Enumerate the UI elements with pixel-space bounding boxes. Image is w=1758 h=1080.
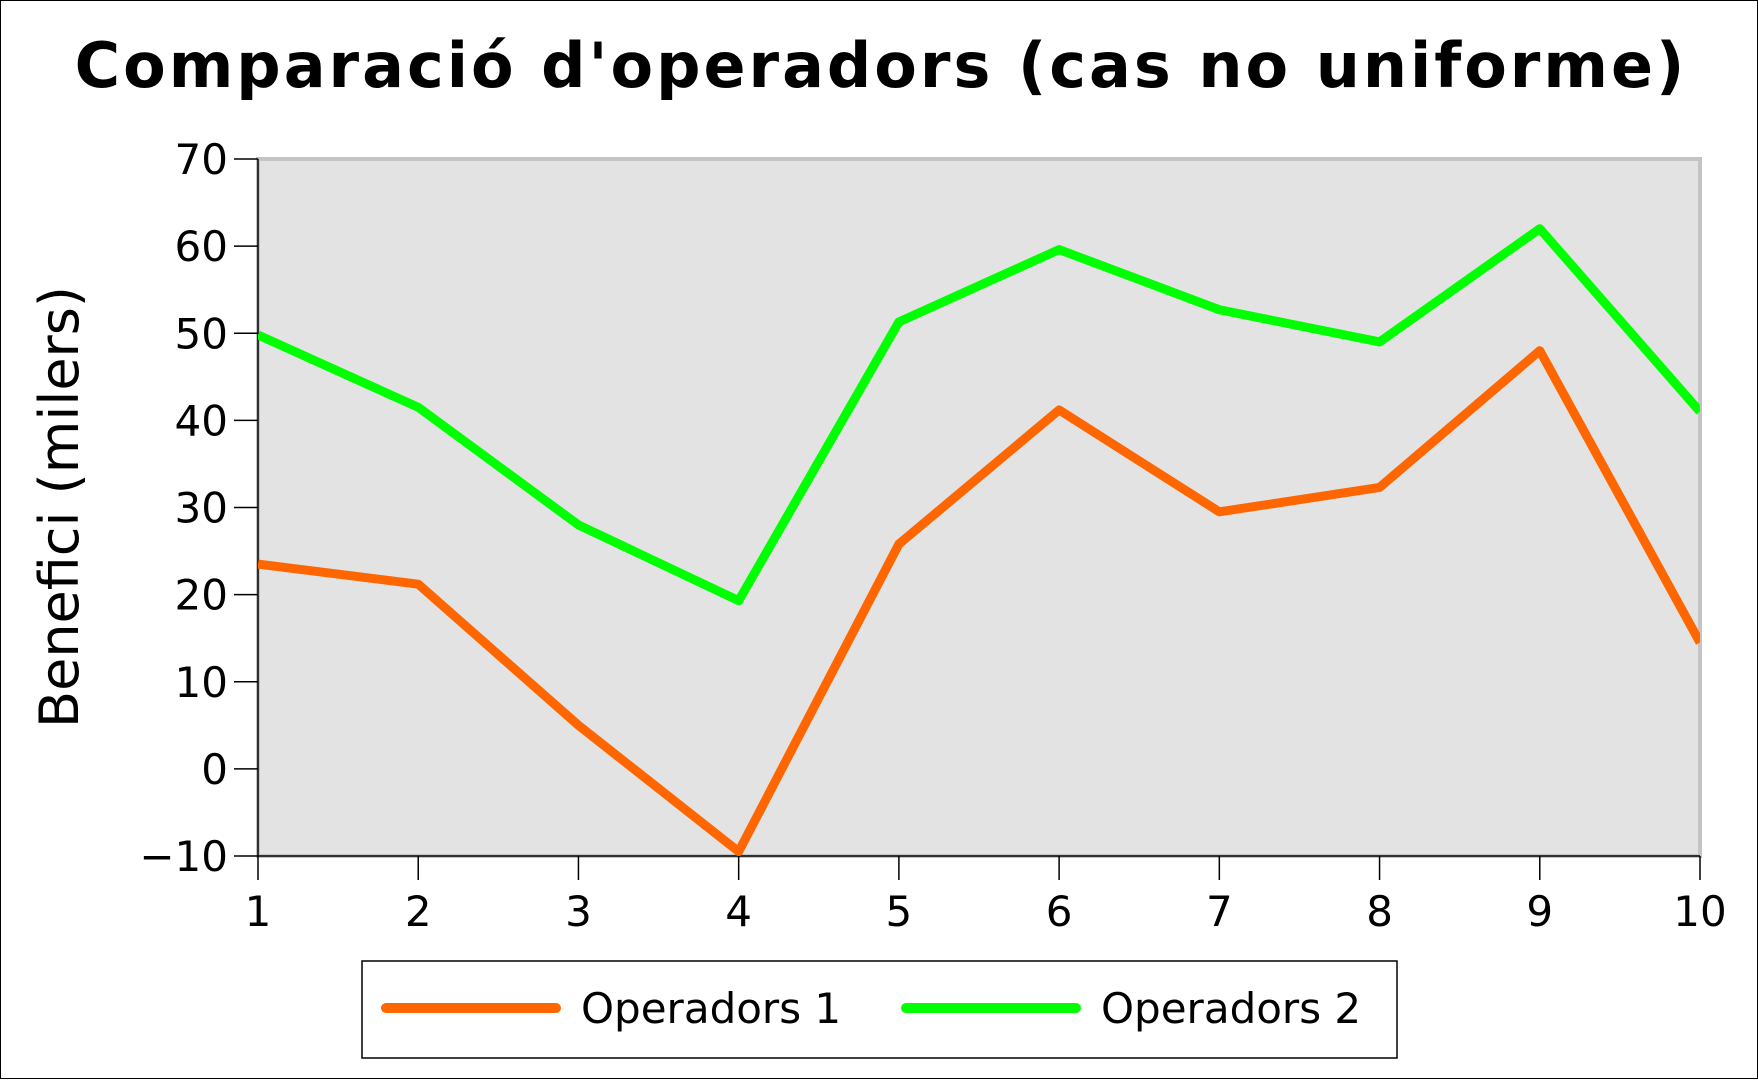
- legend-label-1: Operadors 1: [581, 984, 841, 1033]
- x-tick-label: 2: [405, 887, 432, 936]
- y-tick-label: 10: [175, 658, 228, 707]
- x-tick-label: 9: [1526, 887, 1553, 936]
- x-tick-label: 6: [1046, 887, 1073, 936]
- x-tick-label: 5: [886, 887, 913, 936]
- chart-title: Comparació d'operadors (cas no uniforme): [75, 29, 1688, 102]
- y-tick-label: 60: [175, 222, 228, 271]
- legend-label-2: Operadors 2: [1101, 984, 1361, 1033]
- y-tick-label: 40: [175, 396, 228, 445]
- x-tick-label: 8: [1366, 887, 1393, 936]
- x-tick-label: 10: [1673, 887, 1726, 936]
- series-line-2: [258, 224, 1700, 606]
- x-tick-label: 3: [565, 887, 592, 936]
- x-tick-label: 7: [1206, 887, 1233, 936]
- y-tick-label: 0: [201, 745, 228, 794]
- series-line-1: [258, 346, 1700, 856]
- y-tick-label: 50: [175, 309, 228, 358]
- y-tick-label: −10: [139, 832, 228, 881]
- series-lines: [258, 224, 1700, 856]
- plot-area: [256, 157, 1702, 858]
- y-tick-label: 20: [175, 571, 228, 620]
- axes: −10 0 10 20 30 40 50 60 70 1 2 3 4 5 6 7 8 9 10: [139, 135, 1726, 936]
- y-tick-label: 70: [175, 135, 228, 184]
- y-tick-label: 30: [175, 484, 228, 533]
- x-tick-label: 4: [725, 887, 752, 936]
- legend-entries: Operadors 1 Operadors 2: [381, 984, 1361, 1033]
- y-axis-label: Benefici (milers): [28, 286, 91, 728]
- x-tick-label: 1: [245, 887, 272, 936]
